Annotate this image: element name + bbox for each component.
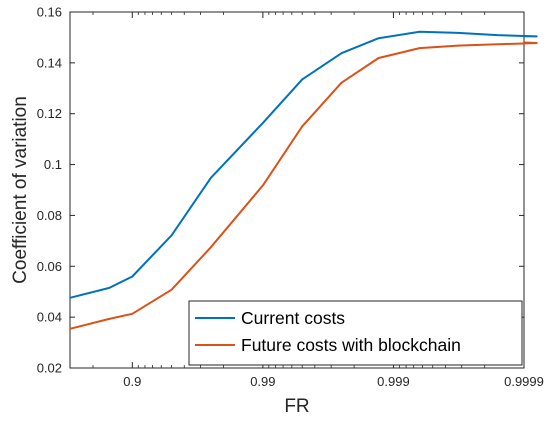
y-tick-label: 0.1 — [44, 157, 62, 172]
series-line-1 — [69, 30, 538, 299]
y-tick-label: 0.16 — [37, 5, 62, 20]
x-tick-label: 0.9999 — [504, 374, 544, 389]
series-lines — [69, 30, 538, 330]
x-tick-label: 0.999 — [377, 374, 410, 389]
x-axis-title: FR — [284, 396, 309, 417]
legend: Current costs Future costs with blockchai… — [188, 300, 523, 366]
y-tick-label: 0.12 — [37, 106, 62, 121]
y-tick-label: 0.14 — [37, 55, 62, 70]
y-tick-label: 0.06 — [37, 259, 62, 274]
y-tick-label: 0.02 — [37, 361, 62, 376]
x-tick-label: 0.9 — [123, 374, 141, 389]
y-axis-title: Coefficient of variation — [10, 96, 31, 284]
y-tick-label: 0.08 — [37, 208, 62, 223]
legend-label-2: Future costs with blockchain — [241, 335, 461, 355]
legend-box — [188, 300, 523, 366]
x-tick-label: 0.99 — [250, 374, 275, 389]
legend-label-1: Current costs — [241, 308, 345, 328]
y-tick-label: 0.04 — [37, 310, 62, 325]
series-line-2 — [69, 41, 538, 330]
